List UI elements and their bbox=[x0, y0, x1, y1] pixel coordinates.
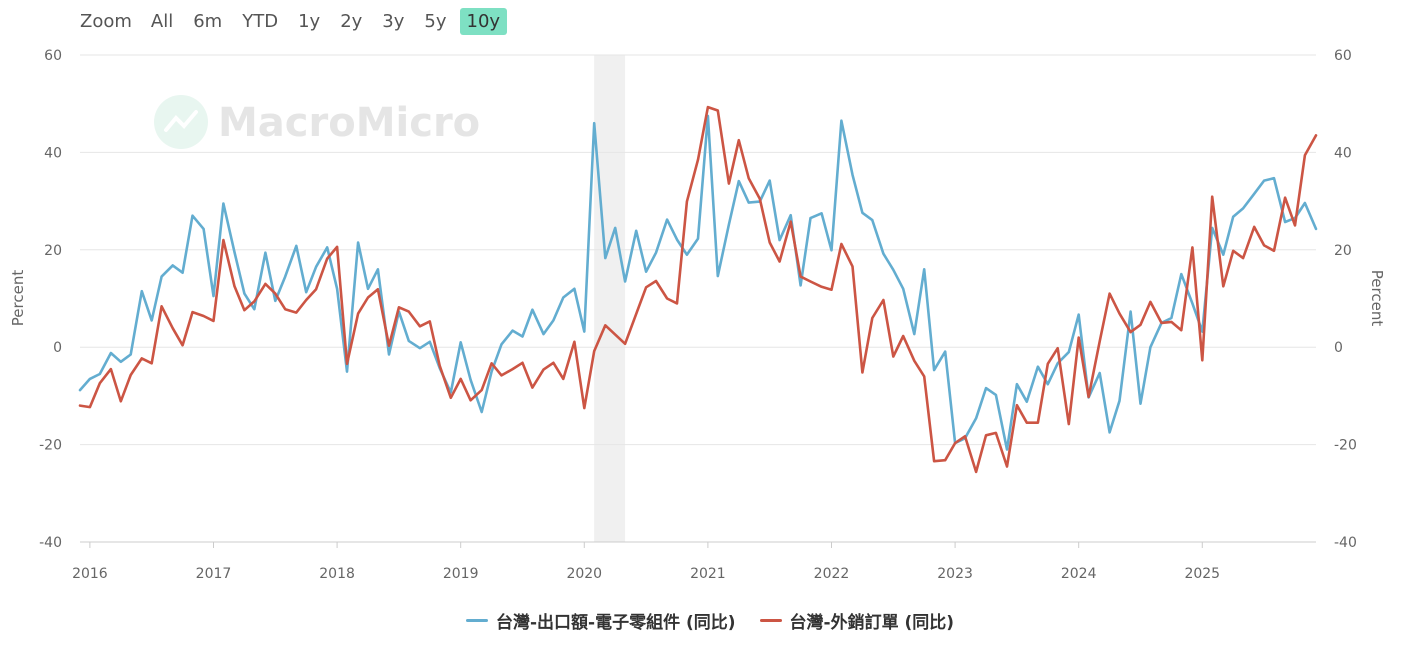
y-tick-label-right: 0 bbox=[1334, 340, 1343, 356]
watermark-text: MacroMicro bbox=[218, 100, 480, 146]
x-tick-label: 2021 bbox=[690, 566, 726, 582]
x-tick-label: 2019 bbox=[443, 566, 479, 582]
y-axis-title-left: Percent bbox=[9, 270, 27, 327]
watermark-chart-icon bbox=[164, 110, 198, 132]
y-tick-label-left: 60 bbox=[44, 48, 62, 64]
x-tick-label: 2023 bbox=[937, 566, 973, 582]
legend-item-electronics-exports[interactable]: 台灣-出口額-電子零組件 (同比) bbox=[465, 608, 736, 633]
series-layer bbox=[78, 105, 1318, 474]
y-tick-label-right: 40 bbox=[1334, 145, 1352, 161]
y-tick-label-left: -40 bbox=[39, 535, 62, 551]
zoom-button-6m[interactable]: 6m bbox=[193, 10, 223, 32]
x-tick-label: 2024 bbox=[1061, 566, 1097, 582]
legend-label: 台灣-外銷訂單 (同比) bbox=[789, 613, 955, 633]
shaded-period-layer bbox=[594, 55, 626, 542]
series-line-electronics-exports bbox=[78, 114, 1318, 451]
x-tick-label: 2020 bbox=[566, 566, 602, 582]
y-tick-label-left: 20 bbox=[44, 243, 62, 259]
y-tick-label-right: -20 bbox=[1334, 438, 1357, 454]
legend-item-export-orders[interactable]: 台灣-外銷訂單 (同比) bbox=[759, 608, 955, 633]
y-tick-label-left: 40 bbox=[44, 145, 62, 161]
y-tick-label-right: 60 bbox=[1334, 48, 1352, 64]
x-tick-label: 2016 bbox=[72, 566, 108, 582]
legend-label: 台灣-出口額-電子零組件 (同比) bbox=[495, 613, 736, 633]
zoom-button-all[interactable]: All bbox=[150, 10, 174, 32]
x-tick-label: 2017 bbox=[196, 566, 232, 582]
zoom-button-10y[interactable]: 10y bbox=[459, 7, 508, 35]
zoom-button-1y[interactable]: 1y bbox=[298, 10, 321, 32]
series-line-export-orders bbox=[78, 105, 1318, 474]
zoom-button-5y[interactable]: 5y bbox=[424, 10, 447, 32]
x-tick-label: 2025 bbox=[1184, 566, 1220, 582]
zoom-button-2y[interactable]: 2y bbox=[340, 10, 363, 32]
zoom-label: Zoom bbox=[80, 10, 132, 32]
watermark: MacroMicro bbox=[154, 95, 480, 149]
zoom-button-ytd[interactable]: YTD bbox=[242, 10, 279, 32]
legend-swatch-red bbox=[759, 619, 782, 622]
legend: 台灣-出口額-電子零組件 (同比) 台灣-外銷訂單 (同比) bbox=[0, 608, 1420, 633]
zoom-button-3y[interactable]: 3y bbox=[382, 10, 405, 32]
y-tick-label-right: -40 bbox=[1334, 535, 1357, 551]
range-selector: Zoom All 6m YTD 1y 2y 3y 5y 10y bbox=[76, 6, 513, 36]
shaded-period-band bbox=[594, 55, 626, 542]
y-tick-label-right: 20 bbox=[1334, 243, 1352, 259]
x-tick-label: 2018 bbox=[319, 566, 355, 582]
y-axis-title-right: Percent bbox=[1368, 270, 1386, 327]
y-tick-label-left: 0 bbox=[53, 340, 62, 356]
legend-swatch-blue bbox=[465, 619, 488, 622]
y-tick-label-left: -20 bbox=[39, 438, 62, 454]
x-tick-label: 2022 bbox=[814, 566, 850, 582]
